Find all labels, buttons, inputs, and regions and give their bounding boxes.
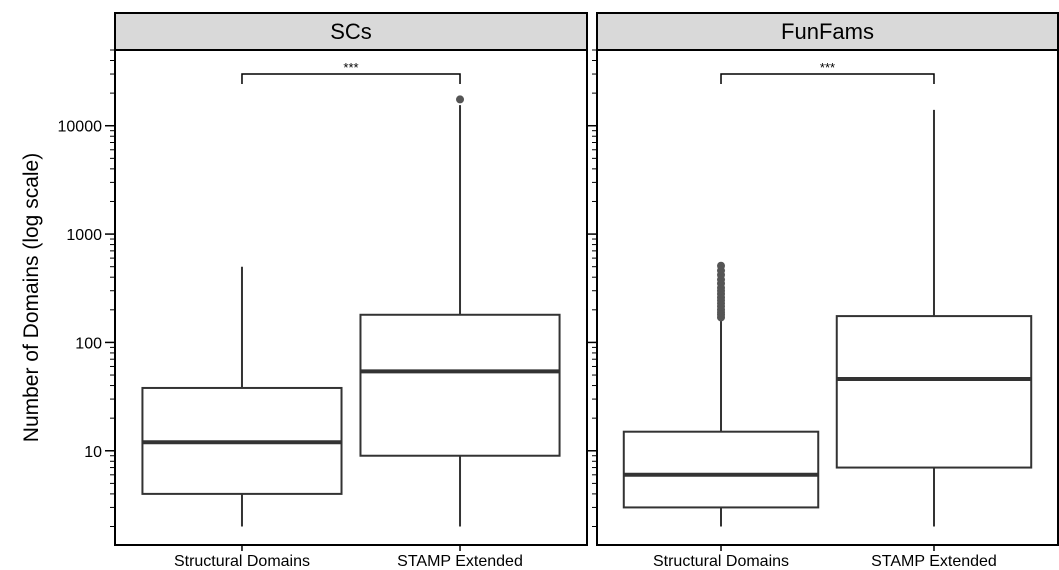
x-tick-label-0-0: Structural Domains (174, 553, 310, 570)
box-1-0 (622, 430, 820, 509)
x-tick-label-1-0: Structural Domains (653, 553, 789, 570)
significance-bracket-0 (241, 73, 461, 84)
x-tick-label-0-1: STAMP Extended (397, 553, 523, 570)
panel-frame-1 (596, 49, 1059, 546)
y-tick-label-2: 1000 (66, 227, 102, 244)
significance-label-0: *** (343, 60, 358, 75)
y-axis-title: Number of Domains (log scale) (20, 153, 43, 442)
outlier-point-1-0-15 (717, 261, 726, 270)
outlier-point-0-1-0 (456, 95, 465, 104)
significance-label-1: *** (820, 60, 835, 75)
y-tick-label-0: 10 (84, 444, 102, 461)
y-tick-label-3: 10000 (58, 119, 103, 136)
facet-title-1: FunFams (781, 19, 874, 44)
panel-frame-0 (114, 49, 588, 546)
box-1-1 (835, 315, 1033, 469)
significance-bracket-1 (720, 73, 935, 84)
x-tick-label-1-1: STAMP Extended (871, 553, 997, 570)
facet-strip-0 (114, 12, 588, 51)
facet-title-0: SCs (330, 19, 372, 44)
y-tick-label-1: 100 (75, 335, 102, 352)
facet-strip-1 (596, 12, 1059, 51)
box-0-1 (359, 313, 561, 457)
